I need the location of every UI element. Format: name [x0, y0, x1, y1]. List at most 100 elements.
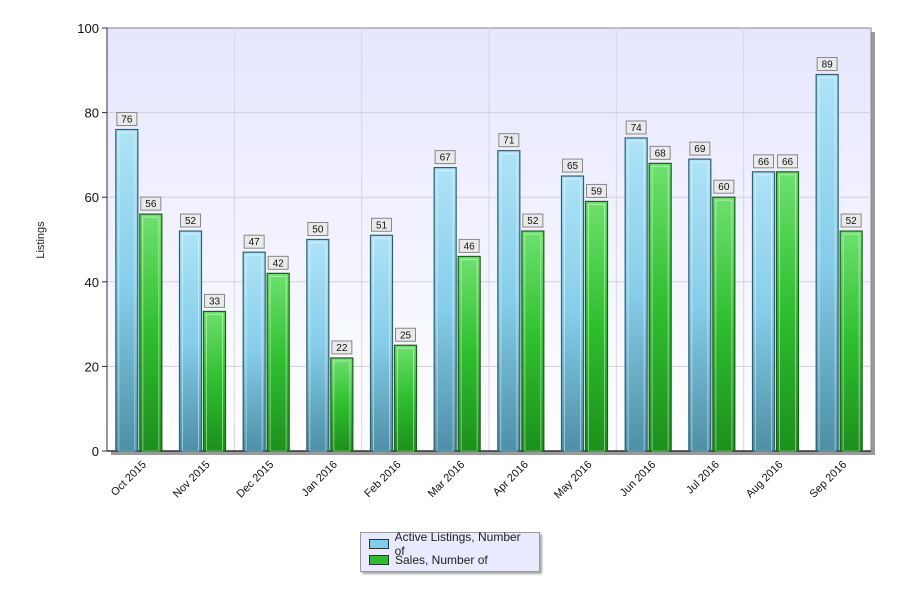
bar-sales	[712, 196, 736, 452]
data-label-box	[331, 340, 353, 355]
data-label-sales: 66	[782, 157, 794, 168]
legend-item-sales: Sales, Number of	[369, 552, 531, 568]
bar-active-listings	[497, 150, 521, 452]
bar-bevel	[500, 153, 518, 452]
bar-bevel	[524, 233, 542, 452]
x-tick-label: Feb 2016	[362, 459, 403, 500]
data-label-box	[713, 179, 735, 194]
bar-active-listings	[433, 166, 457, 452]
data-label-box	[522, 213, 544, 228]
bar-sales	[521, 230, 545, 452]
data-label-active-listings: 47	[249, 237, 261, 248]
x-tick-label: Oct 2015	[109, 459, 149, 499]
data-label-active-listings: 76	[121, 115, 133, 126]
x-tick-label: May 2016	[552, 459, 595, 502]
y-tick-label: 20	[85, 359, 99, 374]
data-label-box	[371, 217, 392, 232]
bar-active-listings	[242, 251, 266, 452]
bar-sales	[202, 310, 227, 452]
x-tick-label: Mar 2016	[426, 459, 467, 500]
bar-bevel	[842, 233, 860, 452]
bar-bevel	[779, 174, 796, 452]
bar-bevel	[460, 258, 478, 452]
bar-bevel	[627, 140, 645, 452]
legend-label-active-listings: Active Listings, Number of	[394, 530, 521, 558]
data-label-box	[649, 145, 671, 160]
bar-sales	[330, 357, 354, 452]
bar-bevel	[818, 77, 836, 452]
x-tick-label: Dec 2015	[235, 459, 277, 501]
x-tick-label: Apr 2016	[491, 459, 531, 499]
chart-legend: Active Listings, Number of Sales, Number…	[360, 530, 540, 572]
data-label-box	[243, 234, 265, 249]
bar-bevel	[715, 199, 733, 452]
data-label-box	[180, 213, 201, 228]
bar-active-listings	[560, 175, 585, 452]
data-label-active-listings: 65	[567, 161, 579, 172]
bar-bevel	[651, 165, 669, 452]
data-label-box	[434, 150, 456, 165]
data-label-box	[307, 222, 329, 236]
data-label-active-listings: 69	[694, 144, 706, 155]
bar-active-listings	[178, 230, 203, 452]
data-label-sales: 60	[718, 182, 730, 193]
data-label-sales: 59	[591, 186, 603, 197]
bar-bevel	[118, 132, 136, 452]
data-label-box	[116, 112, 138, 127]
data-label-active-listings: 51	[376, 220, 388, 231]
data-label-sales: 25	[400, 330, 412, 341]
bar-sales	[584, 200, 609, 452]
y-tick-label: 100	[77, 21, 99, 36]
data-label-active-listings: 50	[312, 225, 324, 236]
bar-active-listings	[688, 158, 712, 452]
data-label-box	[204, 293, 225, 308]
bar-sales	[139, 213, 163, 452]
bar-active-listings	[369, 234, 394, 452]
legend-swatch-sales	[369, 555, 389, 565]
bar-bevel	[206, 313, 223, 452]
bar-bevel	[755, 174, 772, 452]
data-label-box	[562, 158, 583, 173]
legend-swatch-active-listings	[369, 539, 389, 549]
bar-active-listings	[624, 137, 648, 452]
data-label-sales: 22	[336, 343, 348, 354]
bar-bevel	[333, 360, 351, 452]
bar-active-listings	[115, 128, 139, 452]
x-tick-label: Jan 2016	[299, 459, 339, 499]
data-label-box	[586, 183, 607, 198]
bar-active-listings	[751, 171, 776, 452]
bar-bevel	[309, 242, 327, 452]
x-tick-label: Jun 2016	[618, 459, 658, 499]
y-tick-label: 80	[85, 106, 99, 121]
data-label-sales: 68	[655, 148, 667, 159]
data-label-box	[840, 213, 862, 228]
data-label-box	[625, 120, 647, 135]
data-label-box	[777, 154, 798, 169]
bar-sales	[775, 171, 800, 452]
x-tick-label: Aug 2016	[744, 459, 786, 501]
data-label-box	[458, 238, 480, 253]
y-axis-label: Listings	[35, 221, 47, 259]
bar-sales	[648, 162, 672, 452]
legend-item-active-listings: Active Listings, Number of	[369, 530, 531, 558]
data-label-box	[140, 196, 162, 211]
legend-label-sales: Sales, Number of	[395, 553, 488, 567]
data-label-active-listings: 74	[631, 123, 643, 134]
data-label-box	[498, 133, 520, 148]
data-label-active-listings: 71	[503, 136, 515, 147]
data-label-active-listings: 52	[185, 216, 197, 227]
bar-bevel	[269, 275, 287, 452]
data-label-box	[753, 154, 774, 169]
data-label-sales: 52	[846, 216, 858, 227]
bar-sales	[839, 230, 863, 452]
bar-bevel	[397, 347, 414, 452]
y-tick-label: 60	[85, 190, 99, 205]
bar-sales	[266, 272, 290, 452]
data-label-sales: 52	[527, 216, 539, 227]
x-tick-label: Nov 2015	[171, 459, 213, 501]
data-label-box	[395, 327, 416, 342]
bar-bevel	[245, 254, 263, 452]
bar-sales	[457, 255, 481, 452]
